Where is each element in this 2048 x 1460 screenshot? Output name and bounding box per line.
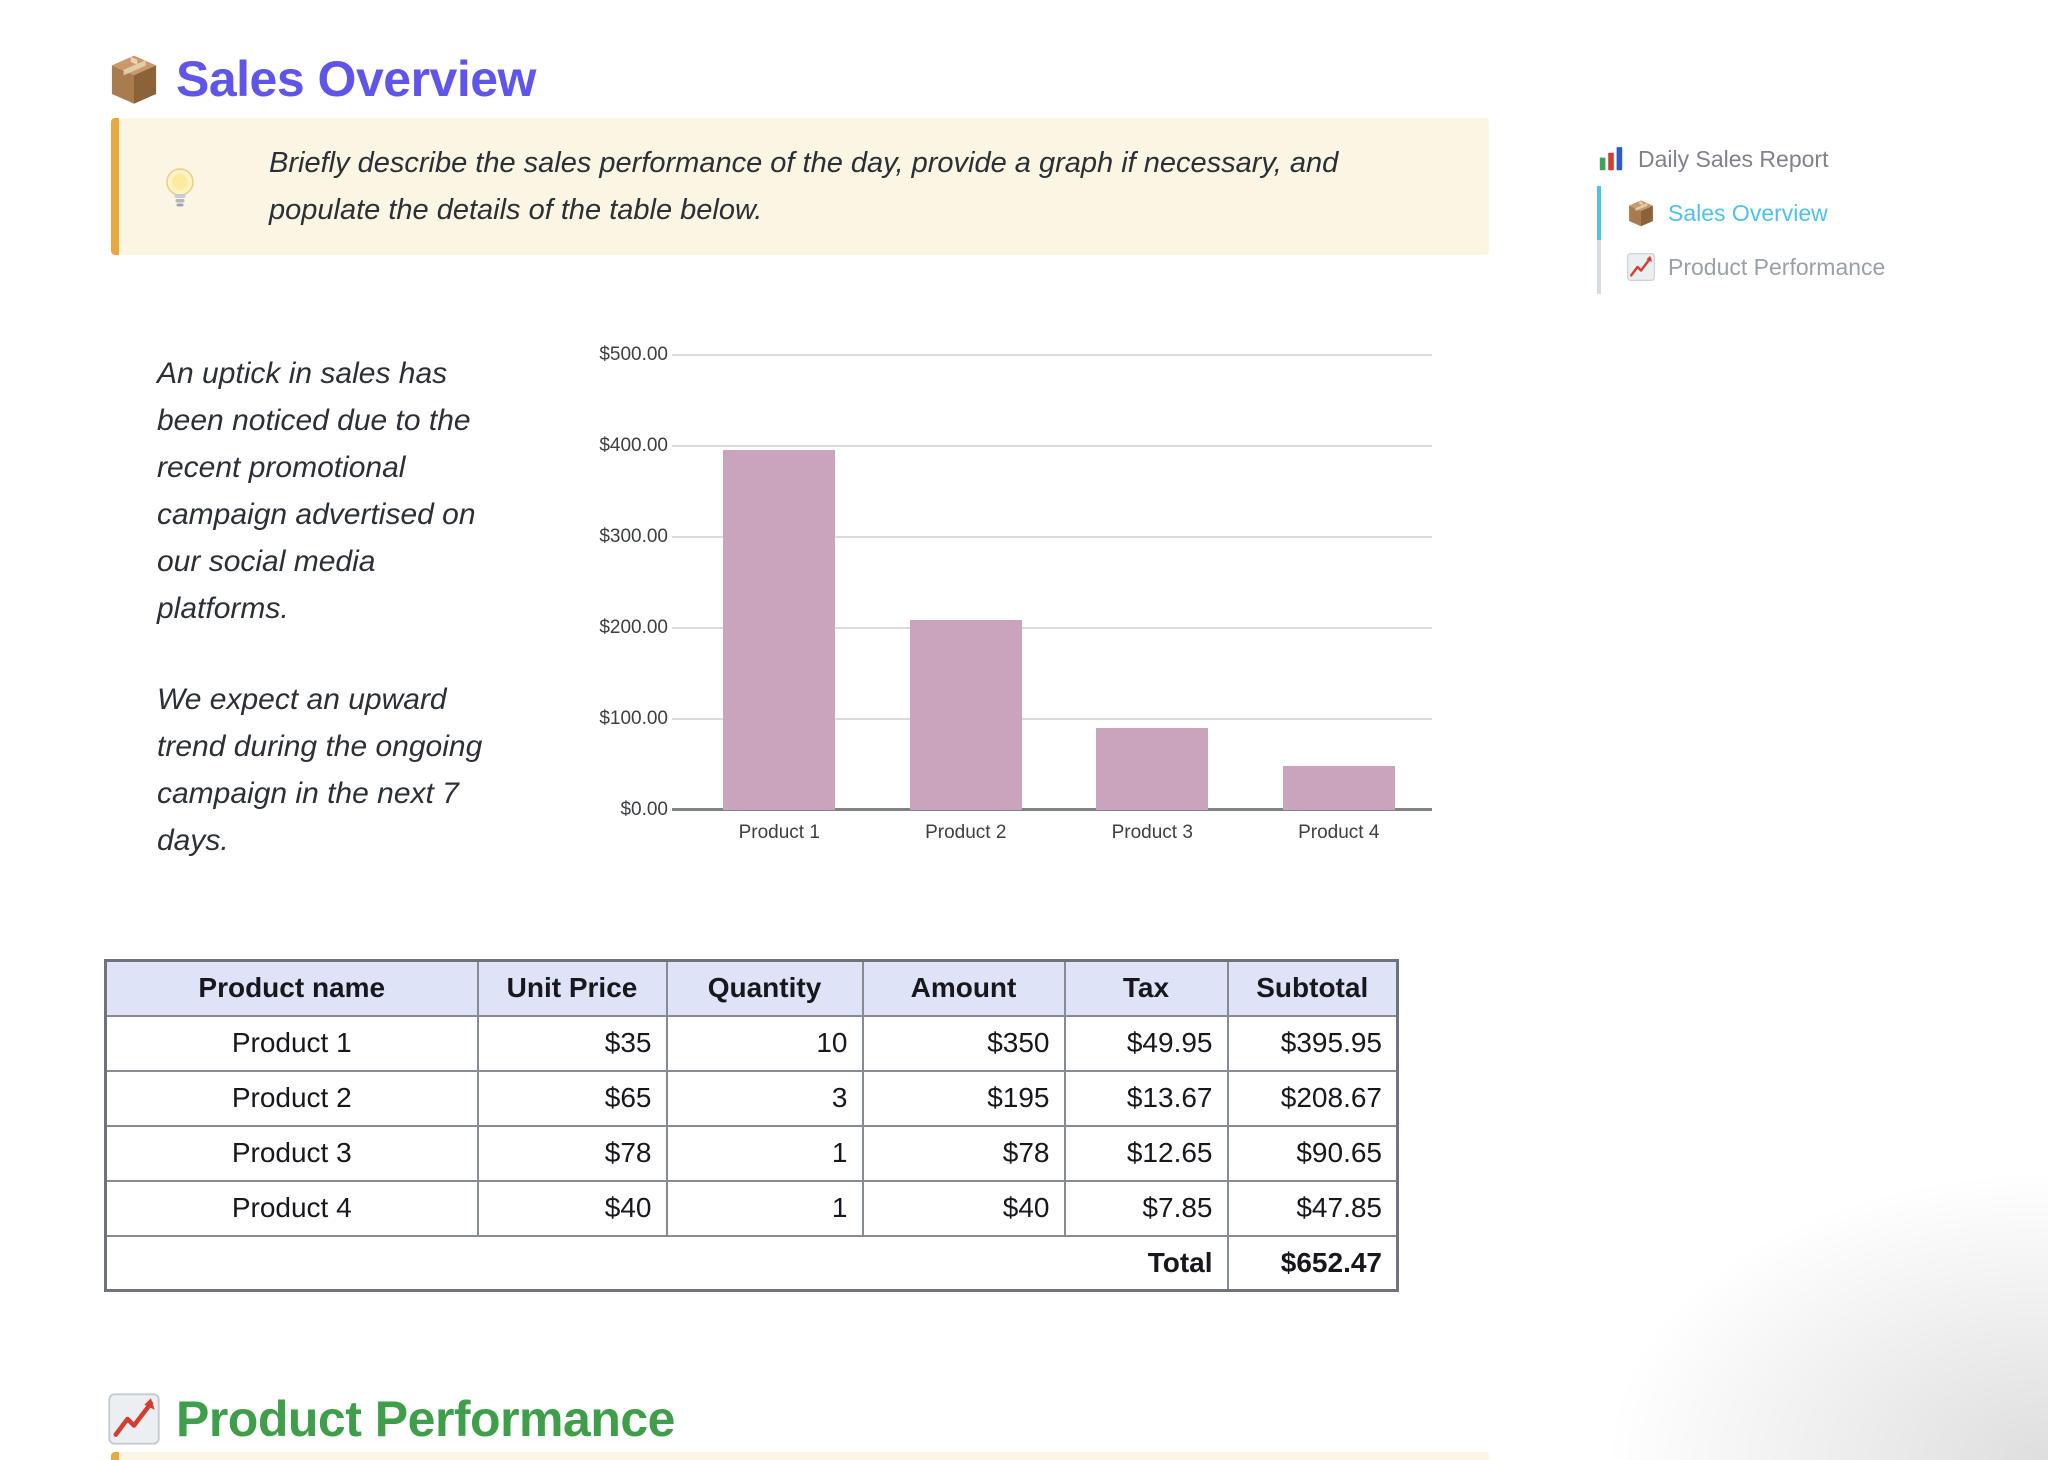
cell-unit-price[interactable]: $78 (476, 1124, 668, 1182)
col-header-subtotal[interactable]: Subtotal (1226, 959, 1399, 1017)
chart-increasing-icon (1627, 253, 1655, 281)
col-header-unit-price[interactable]: Unit Price (476, 959, 668, 1017)
section-title-product-performance: Product Performance (108, 1390, 675, 1448)
x-axis-line (672, 808, 1432, 811)
section-title-text: Product Performance (176, 1391, 675, 1447)
cell-amount[interactable]: $195 (861, 1069, 1066, 1127)
summary-paragraph-1: An uptick in sales has been noticed due … (157, 357, 476, 625)
cell-tax[interactable]: $7.85 (1063, 1179, 1229, 1237)
table-total-row: Total $652.47 (104, 1234, 1399, 1292)
cell-tax[interactable]: $49.95 (1063, 1014, 1229, 1072)
bar-chart-icon (1599, 147, 1623, 171)
col-header-tax[interactable]: Tax (1063, 959, 1229, 1017)
chart-bars (686, 355, 1432, 810)
col-header-quantity[interactable]: Quantity (665, 959, 864, 1017)
x-tick-label: Product 1 (738, 822, 820, 843)
col-header-amount[interactable]: Amount (861, 959, 1066, 1017)
cell-quantity[interactable]: 10 (665, 1014, 864, 1072)
y-tick-label: $100.00 (599, 708, 668, 729)
cell-product-name[interactable]: Product 2 (104, 1069, 479, 1127)
sales-bar-chart: $500.00 $400.00 $300.00 $200.00 $100.00 … (599, 344, 1432, 820)
cell-product-name[interactable]: Product 1 (104, 1014, 479, 1072)
table-row: Product 3 $78 1 $78 $12.65 $90.65 (104, 1124, 1399, 1182)
toc-item-product-performance[interactable]: Product Performance (1597, 240, 2037, 294)
cell-product-name[interactable]: Product 4 (104, 1179, 479, 1237)
gridline (672, 536, 1432, 538)
table-header-row: Product name Unit Price Quantity Amount … (104, 959, 1399, 1017)
cell-quantity[interactable]: 1 (665, 1124, 864, 1182)
callout: Briefly describe the sales performance o… (111, 118, 1489, 255)
summary-paragraph-2: We expect an upward trend during the ong… (157, 683, 483, 857)
lightbulb-icon (166, 168, 194, 208)
cell-tax[interactable]: $13.67 (1063, 1069, 1229, 1127)
cell-subtotal[interactable]: $395.95 (1226, 1014, 1399, 1072)
cell-amount[interactable]: $78 (861, 1124, 1066, 1182)
y-tick-label: $500.00 (599, 344, 668, 365)
cell-unit-price[interactable]: $40 (476, 1179, 668, 1237)
total-value[interactable]: $652.47 (1226, 1234, 1399, 1292)
bar-product-2 (909, 620, 1022, 810)
callout-text: Briefly describe the sales performance o… (269, 146, 1339, 226)
sales-table: Product name Unit Price Quantity Amount … (104, 959, 1399, 1292)
chart-increasing-icon (108, 1393, 160, 1445)
gridline (672, 627, 1432, 629)
toc-item-sales-overview[interactable]: Sales Overview (1597, 186, 2037, 240)
gridline (672, 354, 1432, 356)
table-of-contents: Daily Sales Report Sales Overview Produc… (1597, 132, 2037, 294)
cell-unit-price[interactable]: $35 (476, 1014, 668, 1072)
cell-amount[interactable]: $350 (861, 1014, 1066, 1072)
page-title: Sales Overview (108, 50, 536, 108)
package-icon (1629, 200, 1653, 227)
total-label[interactable]: Total (104, 1234, 1229, 1292)
table-row: Product 4 $40 1 $40 $7.85 $47.85 (104, 1179, 1399, 1237)
gridline (672, 718, 1432, 720)
cell-quantity[interactable]: 3 (665, 1069, 864, 1127)
toc-item-label: Sales Overview (1668, 199, 1828, 226)
cell-unit-price[interactable]: $65 (476, 1069, 668, 1127)
col-header-product-name[interactable]: Product name (104, 959, 479, 1017)
toc-item-daily-sales-report[interactable]: Daily Sales Report (1597, 132, 2037, 186)
gridline (672, 445, 1432, 447)
bar-product-1 (723, 449, 836, 810)
package-icon (111, 55, 157, 104)
bar-product-4 (1282, 766, 1395, 810)
x-tick-label: Product 4 (1298, 822, 1380, 843)
x-axis-labels: Product 1 Product 2 Product 3 Product 4 (686, 822, 1432, 844)
bar-product-3 (1096, 727, 1209, 810)
x-tick-label: Product 2 (925, 822, 1007, 843)
x-tick-label: Product 3 (1111, 822, 1193, 843)
corner-shadow (1588, 1160, 2048, 1460)
cell-product-name[interactable]: Product 3 (104, 1124, 479, 1182)
cell-subtotal[interactable]: $208.67 (1226, 1069, 1399, 1127)
cell-quantity[interactable]: 1 (665, 1179, 864, 1237)
y-tick-label: $400.00 (599, 435, 668, 456)
table-row: Product 1 $35 10 $350 $49.95 $395.95 (104, 1014, 1399, 1072)
page-title-text: Sales Overview (176, 51, 536, 107)
cell-subtotal[interactable]: $90.65 (1226, 1124, 1399, 1182)
cell-amount[interactable]: $40 (861, 1179, 1066, 1237)
y-tick-label: $200.00 (599, 617, 668, 638)
table-row: Product 2 $65 3 $195 $13.67 $208.67 (104, 1069, 1399, 1127)
cell-tax[interactable]: $12.65 (1063, 1124, 1229, 1182)
toc-item-label: Daily Sales Report (1638, 145, 1829, 172)
y-tick-label: $300.00 (599, 526, 668, 547)
callout-partial (111, 1452, 1489, 1460)
cell-subtotal[interactable]: $47.85 (1226, 1179, 1399, 1237)
y-tick-label: $0.00 (620, 799, 668, 820)
toc-item-label: Product Performance (1668, 253, 1886, 280)
